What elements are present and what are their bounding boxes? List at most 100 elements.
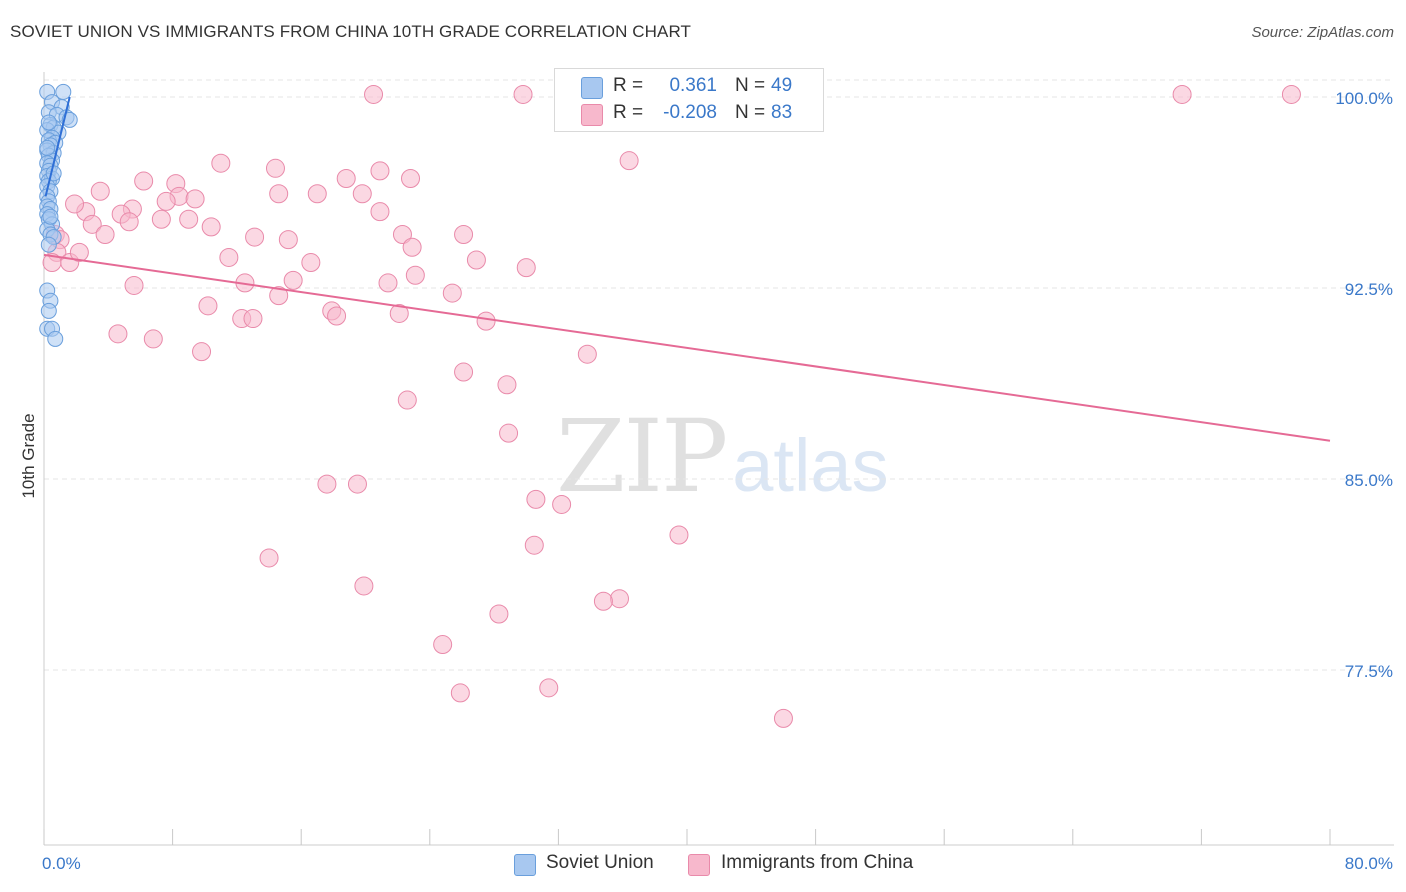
china-point: [433, 635, 453, 655]
soviet-point: [40, 302, 57, 319]
china-point: [259, 548, 279, 568]
china-point: [317, 474, 337, 494]
china-point: [489, 604, 509, 624]
label-layer: 100.0% 92.5% 85.0% 77.5% 0.0% 80.0% 10th Grade: [19, 89, 1393, 873]
stats-row-china: R = -0.208 N = 83: [555, 102, 823, 128]
china-trend-line: [43, 253, 1331, 442]
china-point: [283, 270, 303, 290]
china-point: [669, 525, 689, 545]
china-point: [124, 275, 144, 295]
china-point: [593, 591, 613, 611]
china-point: [201, 217, 221, 237]
y-tick-label: 92.5%: [1345, 280, 1393, 299]
series-legend: Soviet Union Immigrants from China: [0, 852, 1406, 878]
china-point: [513, 84, 533, 104]
china-point: [619, 151, 639, 171]
china-legend-swatch: [688, 854, 710, 876]
china-point: [378, 273, 398, 293]
soviet-swatch: [581, 77, 603, 99]
china-swatch: [581, 104, 603, 126]
china-point: [269, 184, 289, 204]
china-point: [405, 265, 425, 285]
china-point: [82, 214, 102, 234]
china-point: [450, 683, 470, 703]
n-label: N =: [735, 75, 766, 96]
china-point: [354, 576, 374, 596]
china-point: [392, 225, 412, 245]
china-point: [442, 283, 462, 303]
soviet-point: [40, 236, 57, 253]
china-point: [151, 209, 171, 229]
china-point: [552, 494, 572, 514]
grid-layer: [44, 79, 1394, 671]
r-label: R =: [613, 102, 644, 123]
china-point: [219, 247, 239, 267]
legend-label: Immigrants from China: [721, 852, 914, 873]
soviet-points-layer: [39, 83, 78, 347]
china-point: [526, 489, 546, 509]
china-point: [65, 194, 85, 214]
x-tick-label: 80.0%: [1345, 854, 1393, 873]
china-point: [499, 423, 519, 443]
china-point: [278, 230, 298, 250]
legend-label: Soviet Union: [546, 852, 654, 873]
soviet-trend-line: [44, 96, 71, 197]
china-point: [539, 678, 559, 698]
r-value: -0.208: [663, 102, 717, 123]
china-point: [1172, 84, 1192, 104]
china-point: [352, 184, 372, 204]
n-value: 83: [771, 102, 793, 123]
china-point: [119, 212, 139, 232]
soviet-point: [40, 114, 57, 131]
china-point: [90, 181, 110, 201]
china-point: [402, 237, 422, 257]
china-point: [192, 342, 212, 362]
china-point: [773, 708, 793, 728]
n-label: N =: [735, 102, 766, 123]
china-point: [95, 225, 115, 245]
china-point: [301, 253, 321, 273]
china-point: [243, 309, 263, 329]
x-tick-label: 0.0%: [42, 854, 81, 873]
china-point: [454, 225, 474, 245]
n-value: 49: [771, 75, 793, 96]
china-point: [265, 158, 285, 178]
china-point: [198, 296, 218, 316]
china-point: [370, 161, 390, 181]
china-point: [156, 191, 176, 211]
china-point: [336, 168, 356, 188]
china-point: [69, 242, 89, 262]
china-point: [364, 84, 384, 104]
china-points-layer: [42, 84, 1301, 728]
trend-layer: [43, 96, 1331, 442]
china-point: [476, 311, 496, 331]
china-point: [370, 202, 390, 222]
china-point: [211, 153, 231, 173]
y-tick-label: 77.5%: [1345, 662, 1393, 681]
soviet-point: [45, 165, 62, 182]
china-point: [397, 390, 417, 410]
stats-row-soviet: R = 0.361 N = 49: [555, 75, 823, 101]
soviet-point: [42, 208, 59, 225]
soviet-point: [39, 139, 56, 156]
china-point: [516, 258, 536, 278]
china-point: [609, 589, 629, 609]
china-point: [466, 250, 486, 270]
china-point: [327, 306, 347, 326]
r-label: R =: [613, 75, 644, 96]
china-point: [389, 303, 409, 323]
china-point: [108, 324, 128, 344]
y-tick-label: 100.0%: [1335, 89, 1393, 108]
china-point: [454, 362, 474, 382]
china-point: [269, 286, 289, 306]
china-point: [143, 329, 163, 349]
soviet-legend-swatch: [514, 854, 536, 876]
chart-title: SOVIET UNION VS IMMIGRANTS FROM CHINA 10…: [10, 22, 692, 41]
china-point: [1281, 84, 1301, 104]
china-point: [245, 227, 265, 247]
china-point: [134, 171, 154, 191]
stats-legend: R = 0.361 N = 49 R = -0.208 N = 83: [554, 68, 824, 132]
china-point: [179, 209, 199, 229]
china-point: [401, 168, 421, 188]
